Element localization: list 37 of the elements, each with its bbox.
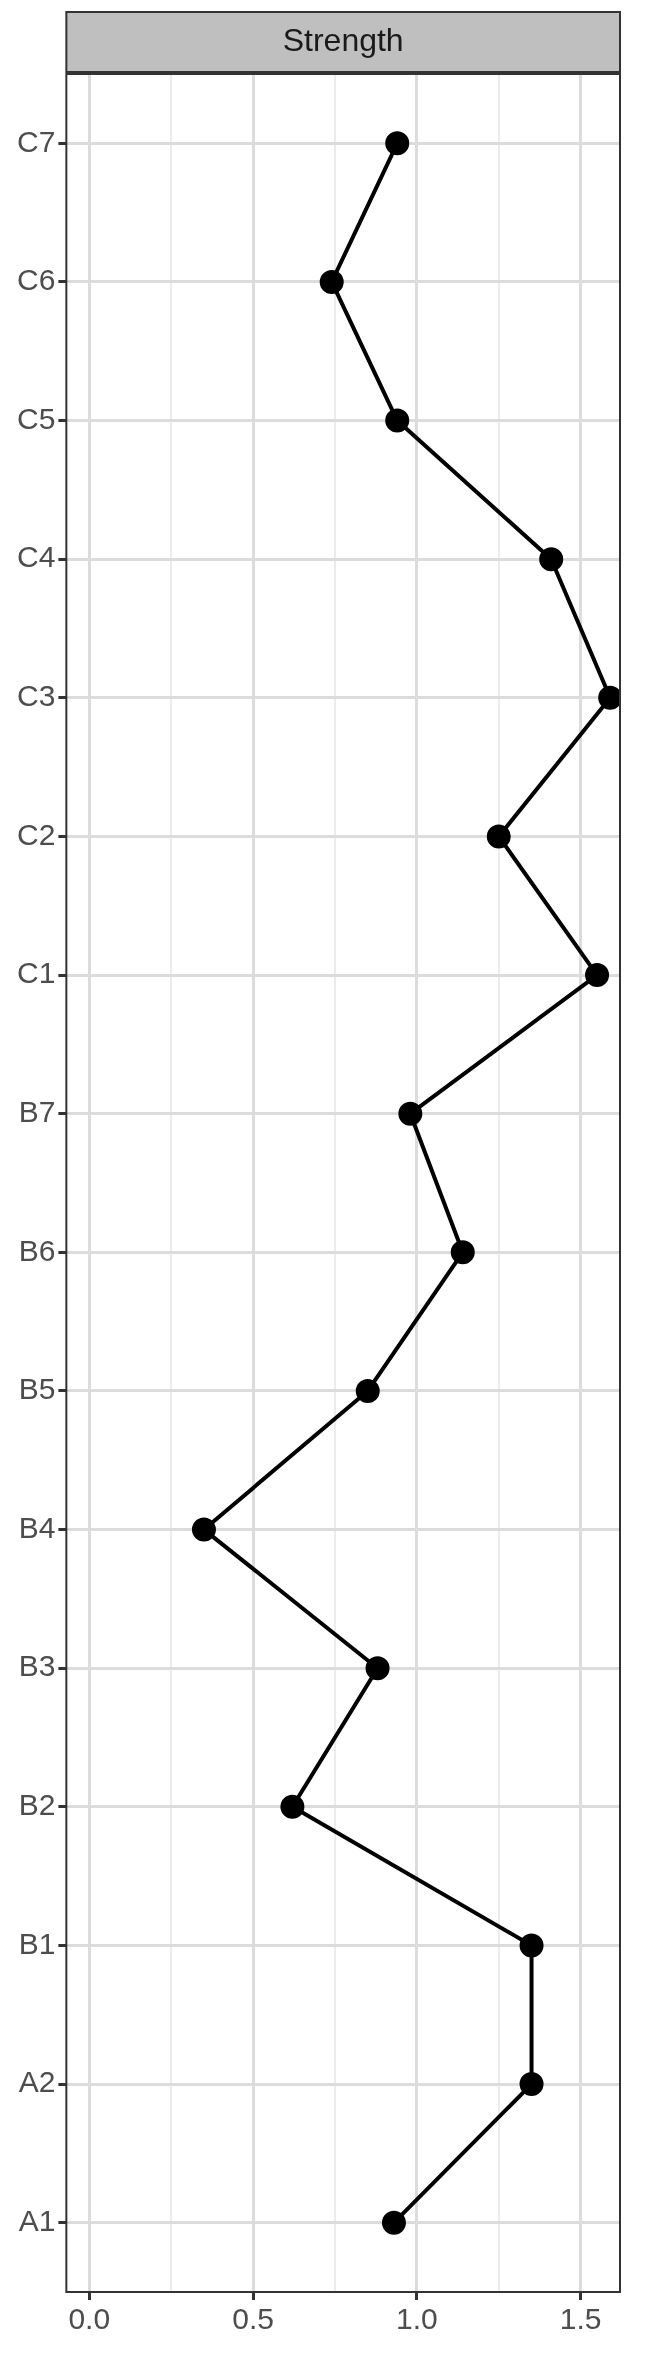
point (365, 1656, 390, 1681)
chart-title: Strength (282, 21, 404, 58)
point (519, 1933, 544, 1958)
y-tick-label: C1 (16, 956, 56, 990)
point (381, 2210, 406, 2235)
point (598, 685, 620, 710)
x-tick-label: 0.0 (68, 2302, 111, 2336)
point (486, 824, 511, 849)
y-tick-label: B4 (18, 1510, 56, 1544)
y-tick-label: A2 (18, 2065, 56, 2099)
y-tick-label: B3 (18, 1649, 56, 1683)
point (319, 269, 344, 294)
y-tick-label: C6 (16, 263, 56, 297)
y-tick-label: B2 (18, 1788, 56, 1822)
point (519, 2072, 544, 2097)
y-tick-label: B1 (18, 1926, 56, 1960)
y-tick-label: C4 (16, 540, 56, 574)
point (398, 1101, 423, 1126)
y-tick-label: B6 (18, 1233, 56, 1267)
y-tick-label: C5 (16, 401, 56, 435)
y-tick-label: C7 (16, 124, 56, 158)
y-tick-label: C2 (16, 817, 56, 851)
point (585, 963, 610, 988)
point (355, 1378, 380, 1403)
point (385, 408, 410, 433)
x-tick-label: 1.0 (396, 2302, 438, 2336)
point (385, 131, 410, 156)
point (191, 1517, 216, 1542)
y-tick-label: A1 (18, 2203, 56, 2237)
point (539, 547, 564, 572)
point (280, 1794, 305, 1819)
x-tick-label: 1.5 (559, 2302, 602, 2336)
y-tick-label: B7 (18, 1094, 56, 1128)
point (450, 1240, 475, 1265)
y-tick-label: C3 (16, 679, 56, 713)
x-tick-label: 0.5 (232, 2302, 274, 2336)
y-tick-label: B5 (18, 1372, 56, 1406)
